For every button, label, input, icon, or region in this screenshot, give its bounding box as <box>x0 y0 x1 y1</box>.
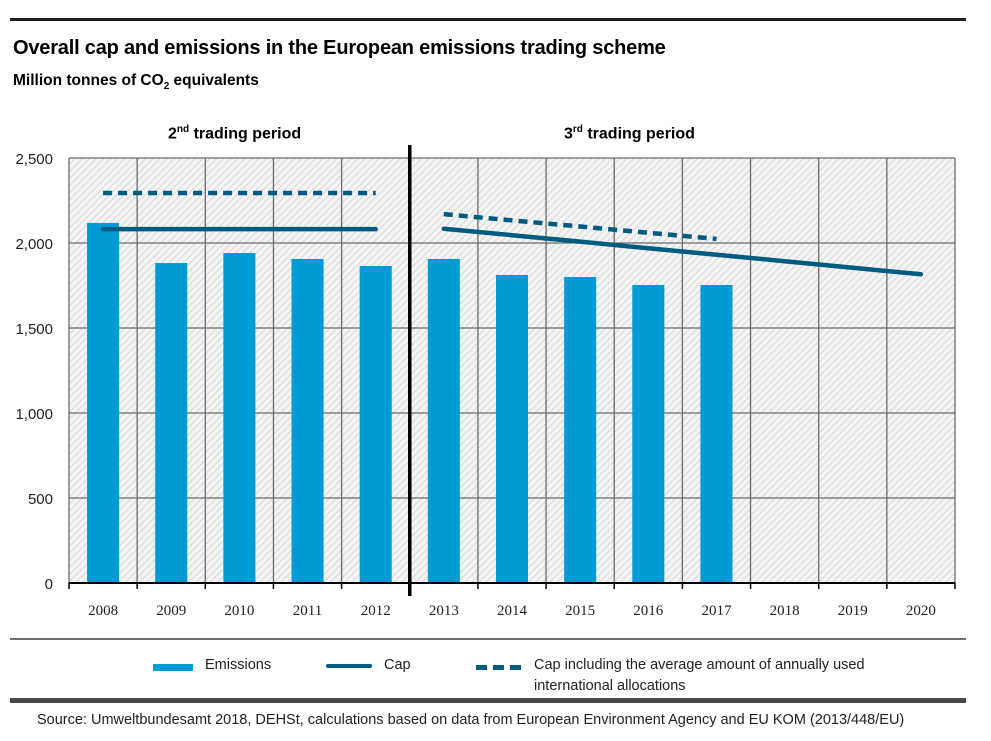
y-tick-label: 1,500 <box>15 321 53 338</box>
top-rule <box>10 18 966 21</box>
x-tick-label: 2009 <box>156 603 186 619</box>
period-ordinal: rd <box>572 124 583 135</box>
chart-subtitle: Million tonnes of CO2 equivalents <box>13 72 259 92</box>
x-tick-label: 2019 <box>838 603 868 619</box>
period-number: 3 <box>564 125 573 143</box>
bar-emissions <box>427 258 460 583</box>
legend: Emissions Cap Cap including the average … <box>0 655 991 695</box>
y-tick-label: 0 <box>45 576 53 593</box>
x-tick-label: 2008 <box>88 603 118 619</box>
chart-plot: 0 500 1,000 1,500 2,000 2,500 2008 2009 2010 2011… <box>15 145 956 619</box>
period-ordinal: nd <box>176 124 190 135</box>
x-tick-label: 2014 <box>497 603 528 619</box>
period-text: trading period <box>582 125 695 143</box>
period-label-3rd: 3rd trading period <box>564 124 695 143</box>
legend-swatch-cap <box>326 664 372 668</box>
bar-emissions <box>291 258 324 583</box>
x-tick-label: 2016 <box>633 603 664 619</box>
x-tick-label: 2011 <box>293 603 322 619</box>
bar-emissions <box>155 263 188 583</box>
legend-item-cap: Cap <box>326 655 411 676</box>
period-number: 2 <box>168 125 177 143</box>
chart-title: Overall cap and emissions in the Europea… <box>13 37 666 59</box>
x-tick-label: 2020 <box>906 603 936 619</box>
legend-swatch-cap-intl <box>476 665 522 670</box>
x-tick-label: 2010 <box>224 603 254 619</box>
bottom-rule <box>10 698 966 703</box>
line-cap-intl <box>443 211 717 242</box>
bar-emissions <box>700 284 733 583</box>
legend-item-cap-intl: Cap including the average amount of annu… <box>476 655 865 697</box>
legend-label-line2: international allocations <box>534 678 686 694</box>
subtitle-text-end: equivalents <box>169 72 259 89</box>
x-tick-label: 2015 <box>565 603 595 619</box>
subtitle-subscript: 2 <box>163 81 170 93</box>
x-tick-label: 2013 <box>429 603 459 619</box>
legend-label-line1: Cap including the average amount of annu… <box>534 657 865 673</box>
legend-top-rule <box>10 638 966 640</box>
bar-emissions <box>359 265 392 583</box>
legend-swatch-emissions <box>153 664 193 671</box>
legend-label-cap: Cap <box>384 657 411 673</box>
period-text: trading period <box>189 125 302 143</box>
bar-emissions <box>223 253 256 583</box>
legend-label-emissions: Emissions <box>205 657 272 673</box>
x-tick-label: 2018 <box>770 603 800 619</box>
y-tick-label: 2,500 <box>15 151 53 168</box>
emission-bars <box>87 222 733 583</box>
y-tick-label: 2,000 <box>15 236 53 253</box>
cap-lines <box>100 190 924 277</box>
bar-emissions <box>564 277 597 583</box>
legend-label-cap-intl: Cap including the average amount of annu… <box>534 655 865 697</box>
x-tick-label: 2017 <box>701 603 732 619</box>
source-note: Source: Umweltbundesamt 2018, DEHSt, cal… <box>37 712 905 728</box>
legend-item-emissions: Emissions <box>153 655 271 676</box>
period-label-2nd: 2nd trading period <box>168 124 301 143</box>
bar-emissions <box>632 284 665 583</box>
x-tick-label: 2012 <box>361 603 391 619</box>
y-tick-label: 1,000 <box>15 406 53 423</box>
axes: 0 500 1,000 1,500 2,000 2,500 2008 2009 2010 2011… <box>15 145 956 619</box>
y-tick-label: 500 <box>28 491 53 508</box>
line-cap <box>441 226 924 277</box>
bar-emissions <box>87 222 120 583</box>
bar-emissions <box>495 274 529 583</box>
subtitle-text: Million tonnes of CO <box>13 72 164 89</box>
